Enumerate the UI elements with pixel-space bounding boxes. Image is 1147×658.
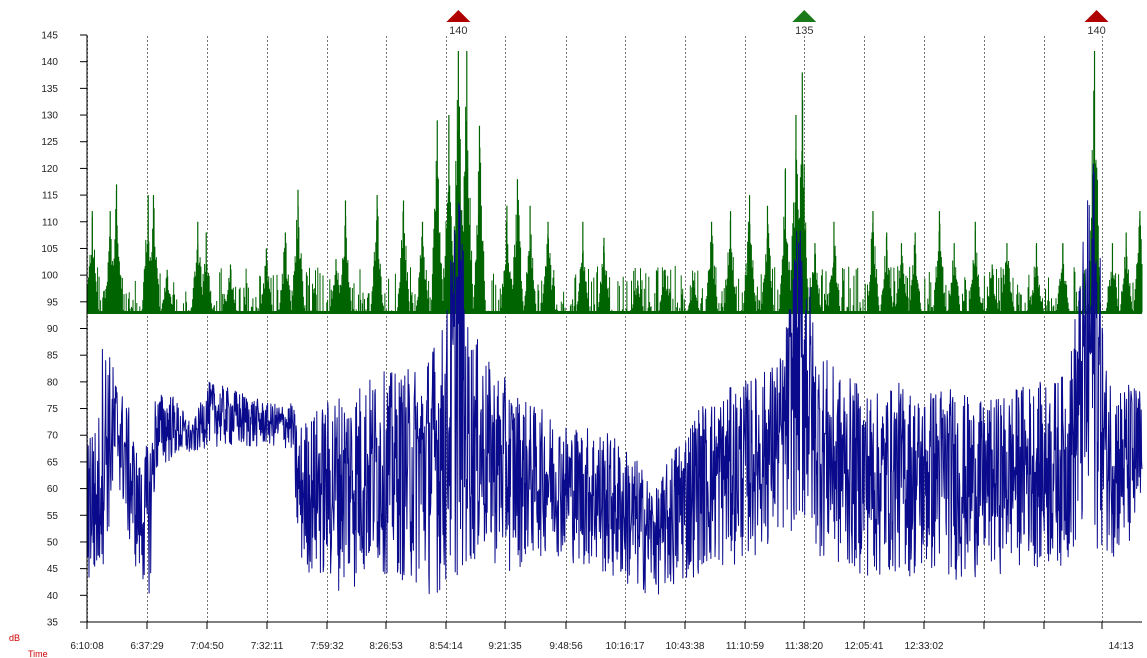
y-tick-label-20: 135 [41,84,58,95]
x-tick-label-17: 14:13 [1108,641,1133,652]
x-tick-label-1: 6:37:29 [130,641,164,652]
x-tick-label-9: 10:16:17 [606,641,645,652]
y-tick-label-7: 70 [47,431,59,442]
y-tick-label-9: 80 [47,377,59,388]
blue-level-line [86,163,1143,595]
x-tick-label-11: 11:10:59 [726,641,765,652]
x-tick-label-7: 9:21:35 [488,641,522,652]
x-axis-unit-label: Time [28,649,48,658]
y-tick-label-22: 145 [41,31,58,42]
y-tick-label-19: 130 [41,111,58,122]
x-tick-label-14: 12:33:02 [905,641,944,652]
marker-label-0: 140 [449,25,467,37]
x-tick-label-0: 6:10:08 [70,641,104,652]
y-tick-label-16: 115 [42,191,58,202]
y-tick-label-18: 125 [41,137,58,148]
y-tick-label-13: 100 [41,271,58,282]
y-tick-label-3: 50 [47,537,59,548]
y-tick-label-8: 75 [47,404,59,415]
x-tick-label-4: 7:59:32 [310,641,344,652]
x-tick-label-6: 8:54:14 [429,641,463,652]
x-tick-label-8: 9:48:56 [549,641,583,652]
y-axis-unit-label: dB [9,633,20,643]
x-tick-label-2: 7:04:50 [190,641,224,652]
y-tick-label-17: 120 [41,164,58,175]
x-tick-label-13: 12:05:41 [845,641,884,652]
x-axis-ticks: 6:10:08 6:37:29 7:04:50 7:32:11 7:59:32 8:26:… [70,622,1134,652]
y-tick-label-0: 35 [47,618,59,629]
y-tick-label-10: 85 [47,351,59,362]
marker-triangle-0 [446,10,471,22]
y-tick-label-5: 60 [47,484,59,495]
level-series-blue [86,163,1143,595]
y-tick-label-2: 45 [47,564,59,575]
y-tick-label-21: 140 [41,57,58,68]
x-tick-label-12: 11:38:20 [785,641,824,652]
y-tick-label-4: 55 [47,511,59,522]
y-tick-label-14: 105 [41,244,58,255]
peak-markers: 140 135 140 [446,10,1109,37]
y-tick-label-12: 95 [47,297,59,308]
y-axis-ticks: 35 40 45 50 55 60 65 70 75 80 85 90 95 100 105 110 115 12… [41,31,87,629]
y-tick-label-6: 65 [47,457,59,468]
marker-triangle-2 [1084,10,1109,22]
marker-label-2: 140 [1087,25,1105,37]
marker-triangle-1 [792,10,817,22]
y-tick-label-15: 110 [42,217,58,228]
x-tick-label-10: 10:43:38 [666,641,705,652]
x-tick-label-3: 7:32:11 [251,641,284,652]
marker-label-1: 135 [795,25,813,37]
y-tick-label-1: 40 [47,591,59,602]
y-tick-label-11: 90 [47,324,59,335]
x-tick-label-5: 8:26:53 [369,641,403,652]
